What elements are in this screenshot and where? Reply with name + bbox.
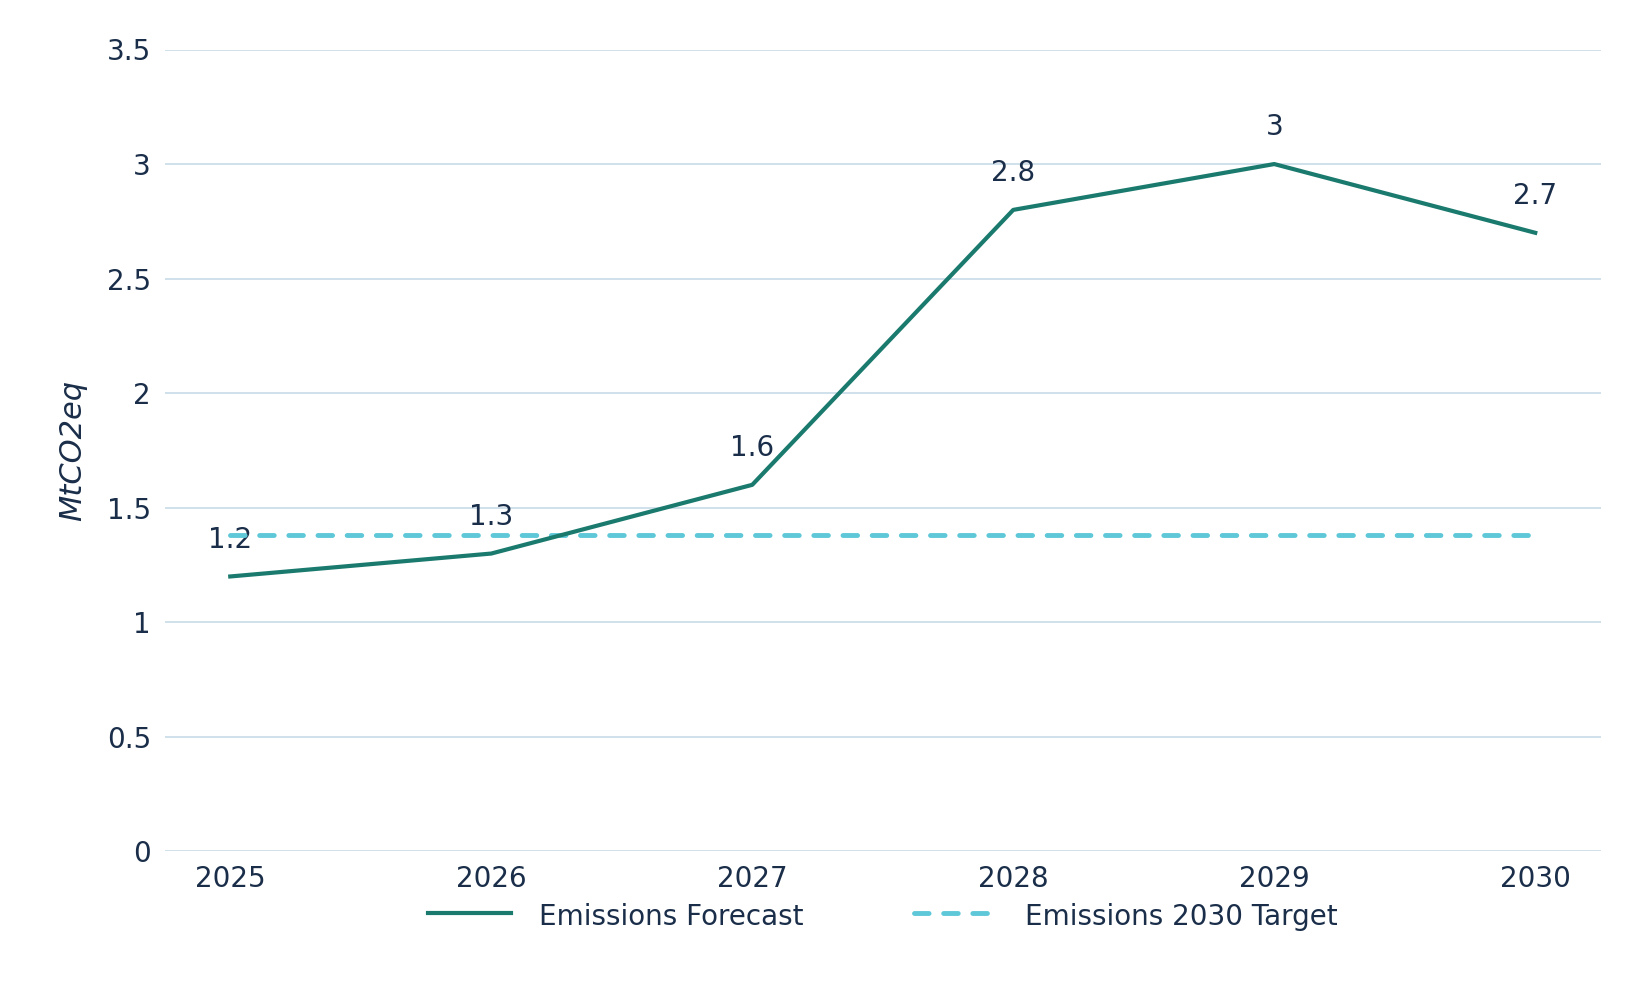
Emissions Forecast — [742, 479, 762, 491]
Text: 1.6: 1.6 — [731, 434, 774, 462]
Text: 1.2: 1.2 — [208, 526, 252, 553]
Emissions Forecast — [1525, 227, 1544, 239]
Text: 3: 3 — [1266, 113, 1284, 142]
Emissions Forecast — [1003, 204, 1023, 216]
Emissions Forecast — [1264, 158, 1284, 170]
Legend: Emissions Forecast, Emissions 2030 Target: Emissions Forecast, Emissions 2030 Targe… — [416, 890, 1350, 941]
Y-axis label: MtCO2eq: MtCO2eq — [58, 380, 87, 521]
Text: 2.7: 2.7 — [1513, 182, 1558, 210]
Text: 1.3: 1.3 — [469, 503, 513, 531]
Emissions Forecast — [482, 547, 502, 559]
Emissions Forecast — [221, 570, 241, 582]
Line: Emissions Forecast: Emissions Forecast — [231, 164, 1534, 576]
Text: 2.8: 2.8 — [992, 159, 1035, 187]
